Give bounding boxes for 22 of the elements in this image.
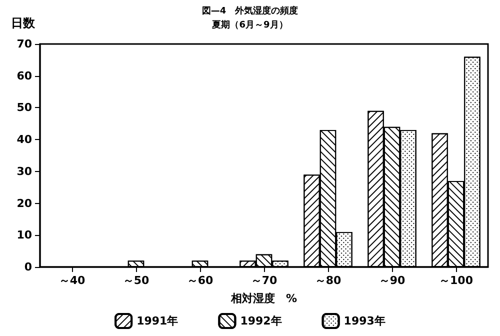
y-tick-label: 50 <box>16 101 32 114</box>
y-tick-label: 70 <box>16 38 32 50</box>
legend-label: 1993年 <box>344 314 386 328</box>
y-tick-label: 20 <box>16 196 32 210</box>
y-tick-label: 30 <box>16 164 32 178</box>
x-tick-label: ～50 <box>122 274 150 287</box>
y-tick-label: 0 <box>24 260 32 274</box>
x-tick-label: ～40 <box>58 274 86 287</box>
x-axis-title: 相対湿度 % <box>230 292 298 305</box>
y-axis-title: 日数 <box>11 16 36 30</box>
chart-title: 図—4 外気湿度の頻度 <box>202 6 298 16</box>
x-tick-label: ～90 <box>378 274 406 287</box>
y-tick-label: 40 <box>16 133 32 146</box>
legend-label: 1992年 <box>240 314 282 328</box>
x-tick-label: ～70 <box>250 274 278 287</box>
y-tick-label: 10 <box>16 228 32 242</box>
legend-label: 1991年 <box>136 314 178 328</box>
x-tick-label: ～60 <box>186 274 214 287</box>
y-tick-label: 60 <box>16 69 32 82</box>
x-tick-label: ～100 <box>439 274 474 287</box>
x-tick-label: ～80 <box>314 274 342 287</box>
chart-subtitle: 夏期（6月～9月） <box>211 20 288 30</box>
